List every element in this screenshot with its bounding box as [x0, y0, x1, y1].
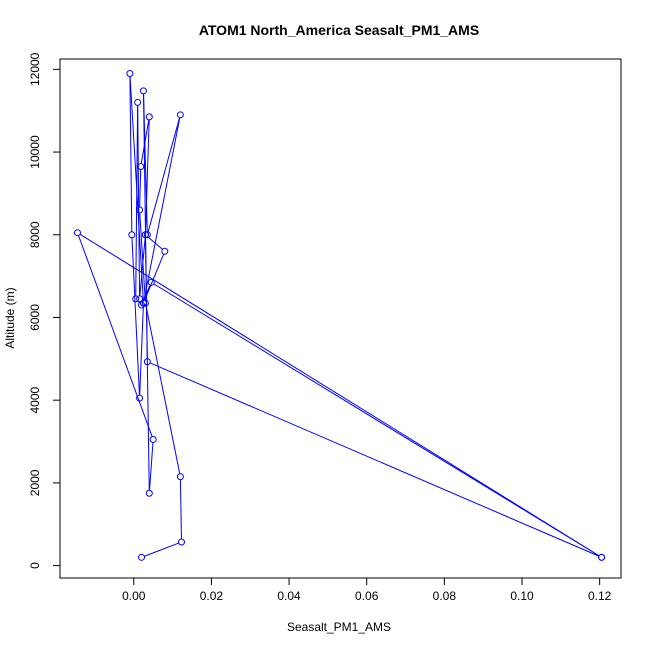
data-point	[73, 229, 81, 237]
data-point	[143, 231, 151, 239]
series-line-segment	[79, 233, 600, 557]
data-point	[145, 489, 153, 497]
series-line-segment	[137, 105, 141, 296]
series-line-segment	[147, 236, 163, 250]
y-tick-label: 8000	[28, 221, 42, 248]
series-line-segment	[143, 93, 148, 232]
x-tick-label: 0.10	[510, 589, 534, 603]
data-point	[145, 113, 153, 121]
series-line-segment	[129, 76, 133, 232]
data-point	[176, 111, 184, 119]
data-point	[161, 247, 169, 255]
data-point	[141, 231, 149, 239]
plot-area	[73, 69, 606, 561]
x-tick-label: 0.02	[200, 589, 224, 603]
series-line-segment	[144, 253, 165, 301]
x-axis: 0.00 0.02 0.04 0.06 0.08 0.10 0.12	[122, 578, 612, 603]
data-point	[176, 473, 184, 481]
y-tick-label: 12000	[28, 52, 42, 86]
series-line-segment	[144, 542, 179, 557]
data-point	[136, 206, 144, 214]
data-point	[143, 358, 151, 366]
data-point	[139, 299, 147, 307]
data-point	[138, 301, 146, 309]
series-line-segment	[139, 212, 146, 301]
plot-frame	[59, 58, 622, 579]
data-point	[132, 295, 140, 303]
data-point	[178, 538, 186, 546]
y-tick-label: 4000	[28, 387, 42, 414]
x-tick-label: 0.06	[355, 589, 379, 603]
data-point	[598, 553, 606, 561]
data-point	[139, 87, 147, 95]
series-line-segment	[78, 235, 153, 437]
data-point	[149, 435, 157, 443]
y-tick-label: 0	[28, 562, 42, 569]
data-point	[136, 295, 144, 303]
x-axis-label: Seasalt_PM1_AMS	[287, 620, 391, 634]
series-line-segment	[139, 237, 146, 296]
series-line-segment	[149, 362, 600, 557]
series-line-segment	[139, 305, 144, 396]
data-point	[141, 299, 149, 307]
data-point	[138, 553, 146, 561]
x-tick-label: 0.12	[588, 589, 612, 603]
data-point	[147, 278, 155, 286]
data-point	[126, 69, 134, 77]
data-point	[128, 231, 136, 239]
y-tick-label: 10000	[28, 135, 42, 169]
x-tick-label: 0.00	[122, 589, 146, 603]
series-line-segment	[179, 479, 182, 540]
series-line-segment	[139, 169, 142, 207]
y-tick-label: 6000	[28, 304, 42, 331]
data-point	[137, 163, 145, 171]
series-line-segment	[131, 237, 140, 396]
y-axis-label: Altitude (m)	[3, 287, 17, 348]
series-line-segment	[149, 442, 154, 491]
data-point	[136, 394, 144, 402]
data-point	[134, 98, 142, 106]
series-line-segment	[143, 117, 181, 301]
series-line-segment	[147, 117, 181, 232]
y-tick-label: 2000	[28, 469, 42, 496]
series-line-segment	[135, 105, 139, 296]
series-line-segment	[145, 119, 150, 232]
y-axis: 0 2000 4000 6000 8000 10000 12000	[28, 52, 60, 569]
x-tick-label: 0.04	[277, 589, 301, 603]
series-line-segment	[144, 237, 150, 491]
chart-title: ATOM1 North_America Seasalt_PM1_AMS	[199, 22, 479, 38]
series-line-segment	[153, 283, 600, 557]
x-tick-label: 0.08	[433, 589, 457, 603]
series-line-segment	[129, 76, 144, 301]
series-line-segment	[145, 305, 181, 474]
